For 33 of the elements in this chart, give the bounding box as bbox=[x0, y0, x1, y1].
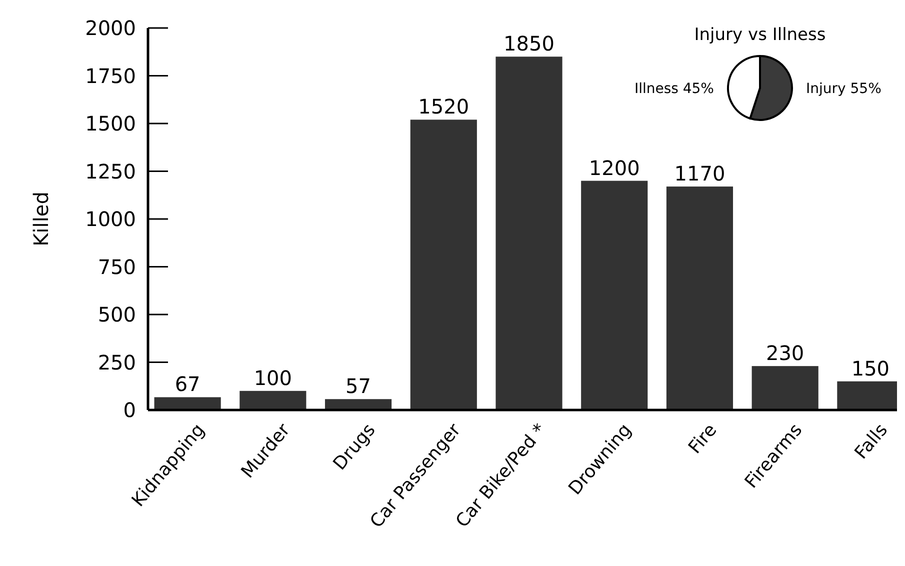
y-tick-label: 1750 bbox=[85, 64, 136, 88]
y-tick-label: 250 bbox=[98, 350, 136, 374]
y-tick-label: 2000 bbox=[85, 16, 136, 40]
slice-label: Illness bbox=[634, 81, 678, 97]
bar bbox=[240, 390, 306, 410]
bar bbox=[666, 186, 734, 410]
x-tick-label: Fire bbox=[684, 420, 722, 458]
data-label: 1170 bbox=[674, 162, 726, 186]
data-label: 150 bbox=[851, 356, 890, 380]
data-label: 100 bbox=[254, 366, 292, 390]
y-tick-label: 1250 bbox=[85, 159, 136, 184]
bar bbox=[752, 366, 818, 410]
bar bbox=[496, 56, 562, 410]
y-tick-label: 1500 bbox=[85, 112, 136, 136]
data-label: 1520 bbox=[418, 94, 470, 119]
bar bbox=[324, 399, 392, 410]
data-label: 1200 bbox=[588, 156, 640, 180]
bar bbox=[581, 180, 648, 410]
data-label: 67 bbox=[174, 372, 200, 396]
slice-label: Injury bbox=[806, 81, 846, 97]
data-label: 45% bbox=[682, 81, 714, 97]
y-axis-title: Killed bbox=[29, 192, 53, 246]
data-label: 1850 bbox=[504, 32, 554, 56]
data-label: 230 bbox=[766, 341, 804, 366]
y-tick-label: 750 bbox=[98, 254, 136, 279]
data-label: 57 bbox=[346, 374, 372, 398]
data-label: 55% bbox=[850, 81, 882, 97]
y-tick-label: 0 bbox=[123, 398, 136, 422]
bar bbox=[154, 397, 221, 410]
bar bbox=[410, 120, 477, 410]
y-tick-label: 500 bbox=[98, 302, 136, 326]
chart-title: Injury vs Illness bbox=[694, 25, 826, 45]
y-tick-label: 1000 bbox=[85, 207, 136, 231]
